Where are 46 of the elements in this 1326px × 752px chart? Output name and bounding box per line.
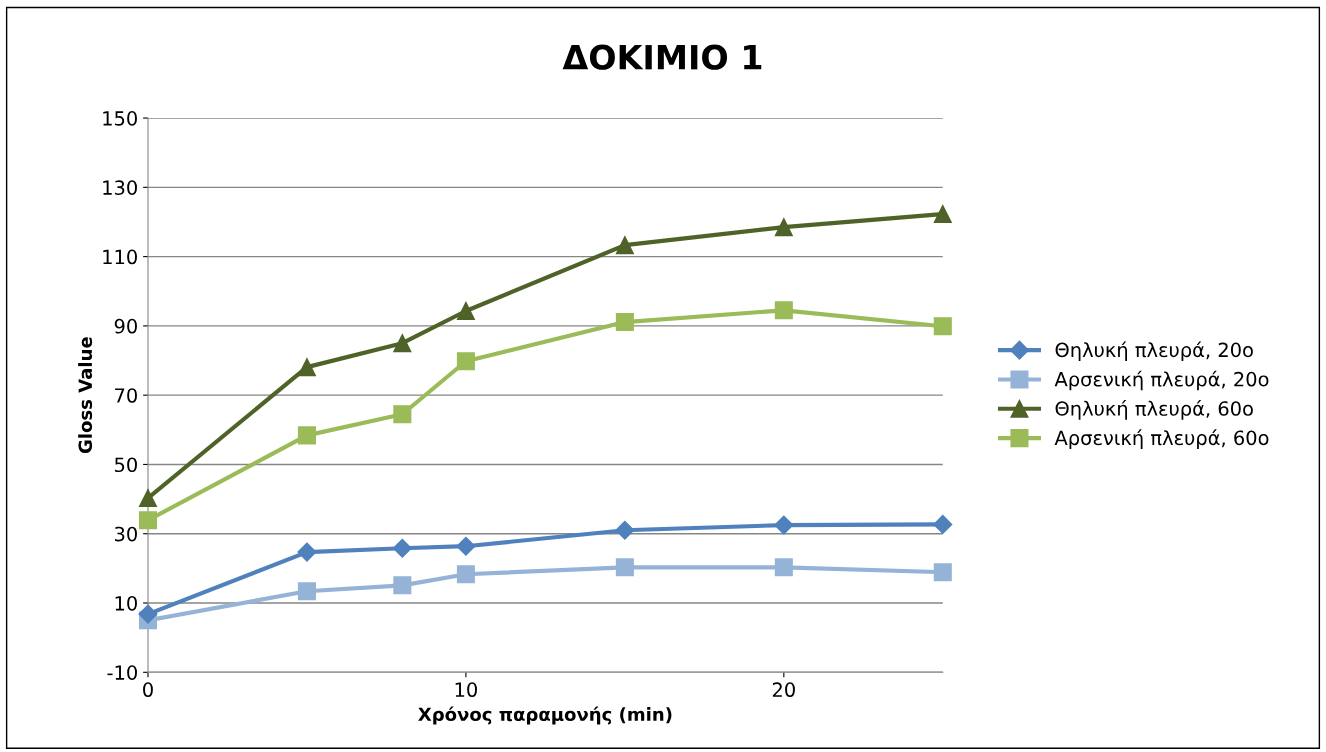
point <box>615 558 634 577</box>
point <box>615 313 634 332</box>
point <box>615 236 634 255</box>
point <box>774 515 794 535</box>
y-axis-title: Gloss Value <box>78 337 93 454</box>
point <box>933 514 953 534</box>
y-tick-label: 30 <box>115 526 137 542</box>
point <box>392 538 412 558</box>
x-tick-label: 0 <box>143 682 153 698</box>
point <box>456 352 475 371</box>
y-tick-label: 110 <box>103 249 137 265</box>
x-tick-label: 20 <box>772 682 795 698</box>
point <box>933 317 952 336</box>
point <box>393 405 412 424</box>
y-tick-label: 10 <box>115 595 137 611</box>
point <box>138 511 158 530</box>
point <box>393 576 412 595</box>
legend-label: Αρσενική πλευρά, 20o <box>1054 370 1269 391</box>
y-tick-label: 50 <box>115 457 137 473</box>
point <box>297 358 316 377</box>
y-tick-label: 130 <box>103 180 137 196</box>
legend-label: Αρσενική πλευρά, 60o <box>1054 429 1269 449</box>
point <box>297 582 316 601</box>
x-axis-title: Χρόνος παραμονής (min) <box>418 706 672 725</box>
point <box>774 218 793 237</box>
point <box>297 542 317 562</box>
point <box>138 604 158 624</box>
point <box>456 301 475 321</box>
y-tick-label: 70 <box>115 388 137 403</box>
legend-label: Θηλυκή πλευρά, 60o <box>1055 400 1253 420</box>
point <box>933 563 952 582</box>
point <box>456 536 476 556</box>
x-tick-label: 10 <box>455 682 477 698</box>
point <box>774 301 793 320</box>
legend-label: Θηλυκή πλευρά, 20o <box>1055 341 1253 361</box>
point <box>615 520 635 540</box>
chart-title: ΔΟΚΙΜΙΟ 1 <box>562 44 762 70</box>
point <box>456 565 475 584</box>
point <box>297 426 316 445</box>
point <box>138 489 158 508</box>
y-tick-label: 90 <box>114 318 137 334</box>
point <box>933 204 952 224</box>
point <box>774 558 793 577</box>
y-tick-label: 150 <box>103 111 137 126</box>
y-tick-label: -10 <box>107 665 137 680</box>
point <box>393 334 412 353</box>
